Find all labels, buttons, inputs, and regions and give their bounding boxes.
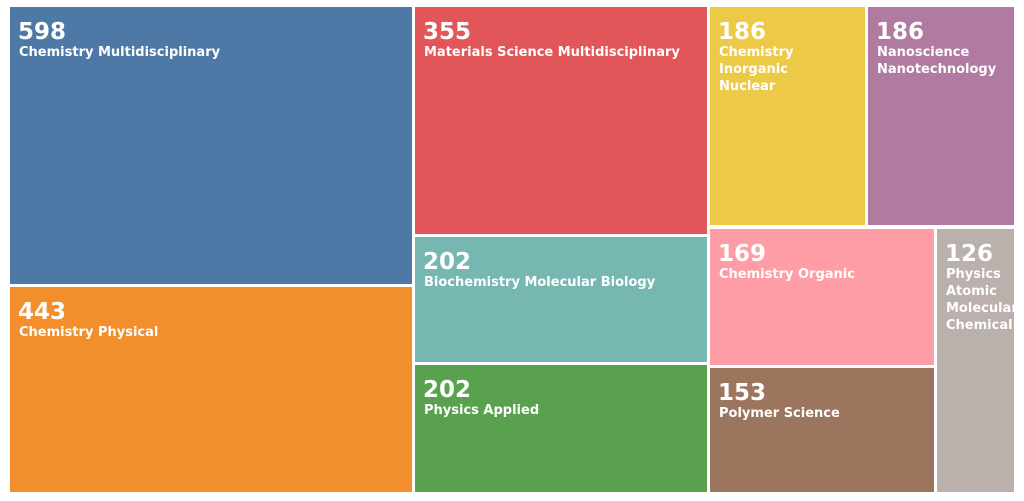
treemap-cell-chemistry-organic[interactable]: 169 Chemistry Organic [710,229,934,365]
treemap-cell-physics-atomic-molecular-chemical[interactable]: 126 Physics Atomic Molecular Chemical [937,229,1014,492]
treemap-cell-chemistry-inorganic-nuclear[interactable]: 186 Chemistry Inorganic Nuclear [710,7,865,225]
cell-value: 598 [18,19,67,45]
cell-label: Nanoscience Nanotechnology [877,45,997,77]
treemap-cell-nanoscience-nanotechnology[interactable]: 186 Nanoscience Nanotechnology [868,7,1014,225]
cell-label: Chemistry Multidisciplinary [19,45,221,60]
treemap-cell-chemistry-physical[interactable]: 443 Chemistry Physical [10,287,412,492]
treemap-cell-biochemistry-molecular-biology[interactable]: 202 Biochemistry Molecular Biology [415,237,707,362]
cell-value: 169 [718,241,767,267]
cell-value: 153 [718,380,767,406]
cell-label: Physics Applied [424,403,540,418]
treemap-cell-polymer-science[interactable]: 153 Polymer Science [710,368,934,492]
cell-label: Chemistry Organic [719,267,855,282]
cell-label: Biochemistry Molecular Biology [424,275,656,290]
cell-label: Materials Science Multidisciplinary [424,45,680,60]
cell-value: 202 [423,377,472,403]
cell-value: 126 [945,241,994,267]
cell-value: 443 [18,299,67,325]
cell-value: 355 [423,19,472,45]
cell-value: 186 [718,19,767,45]
cell-label: Chemistry Physical [19,325,159,340]
treemap-cell-physics-applied[interactable]: 202 Physics Applied [415,365,707,492]
cell-label: Polymer Science [719,406,840,421]
cell-label: Physics Atomic Molecular Chemical [946,267,1014,333]
cell-value: 202 [423,249,472,275]
cell-label: Chemistry Inorganic Nuclear [719,45,794,94]
treemap-cell-materials-science-multidisciplinary[interactable]: 355 Materials Science Multidisciplinary [415,7,707,234]
cell-value: 186 [876,19,925,45]
treemap-cell-chemistry-multidisciplinary[interactable]: 598 Chemistry Multidisciplinary [10,7,412,284]
